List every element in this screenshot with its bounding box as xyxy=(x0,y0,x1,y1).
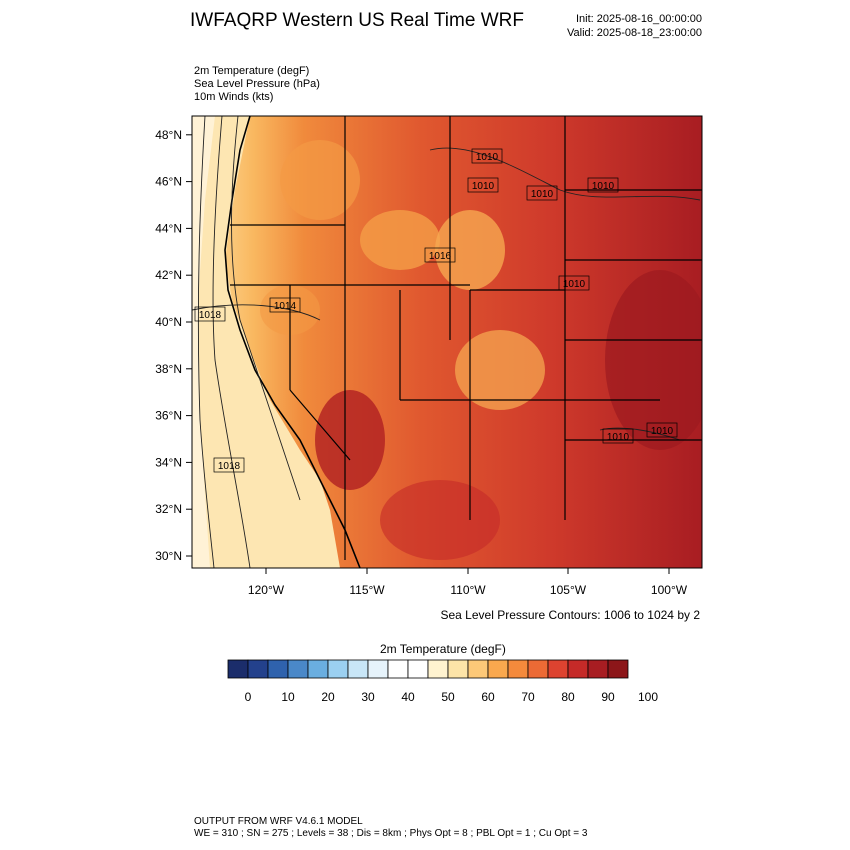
isobar-label-box xyxy=(526,185,558,201)
colorbar-swatch xyxy=(587,659,609,679)
colorbar-ticks: 0 10 20 30 40 50 60 70 80 90 100 xyxy=(245,690,659,704)
colorbar-swatch xyxy=(347,659,369,679)
isobar-label-box xyxy=(467,177,499,193)
colorbar-swatch xyxy=(507,659,529,679)
mountain-cool-zone xyxy=(455,330,545,410)
colorbar-swatch xyxy=(487,659,509,679)
isobar-label: 1014 xyxy=(274,301,297,312)
isobar-label-box xyxy=(602,428,634,444)
plot-title: IWFAQRP Western US Real Time WRF xyxy=(190,10,524,31)
ocean-cool-band xyxy=(192,116,215,568)
colorbar-swatch xyxy=(447,659,469,679)
colorbar-swatch xyxy=(407,659,429,679)
isobar-label: 1018 xyxy=(199,310,222,321)
lon-label: 110°W xyxy=(450,583,486,597)
lat-label: 36°N xyxy=(155,409,182,423)
lon-label: 115°W xyxy=(349,583,385,597)
isobar-label-box xyxy=(269,297,301,313)
map-area xyxy=(192,116,702,568)
latitude-axis: 30°N 32°N 34°N 36°N 38°N 40°N 42°N 44°N 46°N 48°N xyxy=(155,128,192,563)
colorbar-tick-label: 100 xyxy=(638,690,658,704)
isobar-label: 1016 xyxy=(429,251,452,262)
isobar-label-box xyxy=(558,275,590,291)
lat-label: 48°N xyxy=(155,128,182,142)
colorbar-swatch xyxy=(247,659,269,679)
colorbar-swatch xyxy=(367,659,389,679)
isobar-label: 1010 xyxy=(607,432,630,443)
init-time: Init: 2025-08-16_00:00:00 xyxy=(576,13,702,25)
colorbar-tick-label: 20 xyxy=(321,690,335,704)
isobar-label: 1010 xyxy=(563,279,586,290)
field-label-winds: 10m Winds (kts) xyxy=(194,91,274,103)
footer-params: WE = 310 ; SN = 275 ; Levels = 38 ; Dis … xyxy=(194,828,588,839)
colorbar-tick-label: 10 xyxy=(281,690,295,704)
colorbar-swatch xyxy=(567,659,589,679)
lon-label: 100°W xyxy=(651,583,688,597)
lat-label: 46°N xyxy=(155,175,182,189)
isobar-label: 1010 xyxy=(476,152,499,163)
lat-label: 40°N xyxy=(155,315,182,329)
isobar-label-box xyxy=(213,457,245,473)
lat-label: 32°N xyxy=(155,502,182,516)
lon-label: 120°W xyxy=(248,583,285,597)
colorbar-tick-label: 80 xyxy=(561,690,575,704)
isobar-label: 1010 xyxy=(651,426,674,437)
isobar-label-box xyxy=(646,422,678,438)
colorbar-swatch xyxy=(527,659,549,679)
lat-label: 42°N xyxy=(155,268,182,282)
colorbar-tick-label: 90 xyxy=(601,690,615,704)
colorbar-tick-label: 50 xyxy=(441,690,455,704)
colorbar-tick-label: 30 xyxy=(361,690,375,704)
plains-hot-zone xyxy=(605,270,702,450)
isobars xyxy=(192,116,701,568)
lat-label: 44°N xyxy=(155,221,182,235)
field-label-pressure: Sea Level Pressure (hPa) xyxy=(194,78,320,90)
colorbar-swatch xyxy=(327,659,349,679)
colorbar-tick-label: 40 xyxy=(401,690,415,704)
isobar-label-box xyxy=(424,247,456,263)
lat-label: 34°N xyxy=(155,455,182,469)
colorbar-tick-label: 0 xyxy=(245,690,252,704)
colorbar-swatch xyxy=(387,659,409,679)
isobar-labels: 1010 1010 1010 1010 1018 1018 1014 1016 1010 1010… xyxy=(194,148,678,473)
ocean-region xyxy=(192,116,340,568)
colorbar-tick-label: 60 xyxy=(481,690,495,704)
colorbar-swatch xyxy=(547,659,569,679)
valid-time: Valid: 2025-08-18_23:00:00 xyxy=(567,27,702,39)
desert-hot-zone xyxy=(315,390,385,490)
contour-note: Sea Level Pressure Contours: 1006 to 102… xyxy=(440,608,701,622)
isobar-label: 1018 xyxy=(218,461,241,472)
isobar-label: 1010 xyxy=(472,181,495,192)
isobar-label: 1010 xyxy=(531,189,554,200)
colorbar xyxy=(227,659,629,679)
colorbar-swatch xyxy=(287,659,309,679)
isobar-label-box xyxy=(587,177,619,193)
colorbar-swatch xyxy=(307,659,329,679)
colorbar-title: 2m Temperature (degF) xyxy=(380,642,506,656)
lat-label: 30°N xyxy=(155,549,182,563)
mountain-cool-zone xyxy=(435,210,505,290)
colorbar-tick-label: 70 xyxy=(521,690,535,704)
mountain-cool-zone xyxy=(280,140,360,220)
longitude-axis: 120°W 115°W 110°W 105°W 100°W xyxy=(248,568,688,597)
desert-hot-zone xyxy=(380,480,500,560)
colorbar-swatch xyxy=(267,659,289,679)
footer-model: OUTPUT FROM WRF V4.6.1 MODEL xyxy=(194,816,363,827)
map-frame xyxy=(191,115,703,569)
colorbar-swatch xyxy=(467,659,489,679)
colorbar-swatch xyxy=(607,659,629,679)
mountain-cool-zone xyxy=(360,210,440,270)
isobar-label-box xyxy=(471,148,503,164)
lon-label: 105°W xyxy=(550,583,587,597)
isobar-label: 1010 xyxy=(592,181,615,192)
field-label-temperature: 2m Temperature (degF) xyxy=(194,65,310,77)
isobar-label-box xyxy=(194,306,226,322)
colorbar-swatch xyxy=(227,659,249,679)
colorbar-swatch xyxy=(427,659,449,679)
lat-label: 38°N xyxy=(155,362,182,376)
